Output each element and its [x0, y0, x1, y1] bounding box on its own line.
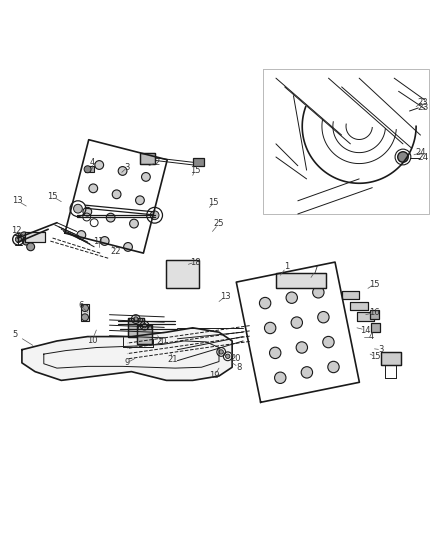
Text: 23: 23	[417, 98, 428, 107]
Circle shape	[259, 297, 271, 309]
Circle shape	[275, 372, 286, 383]
Bar	[193, 158, 204, 166]
Bar	[276, 273, 326, 288]
Bar	[276, 273, 326, 288]
Text: 8: 8	[236, 363, 241, 372]
Bar	[370, 310, 379, 319]
Text: 4: 4	[89, 158, 95, 167]
Bar	[140, 152, 155, 164]
Polygon shape	[22, 328, 232, 381]
Bar	[357, 312, 374, 321]
Bar	[350, 302, 368, 310]
Circle shape	[89, 184, 98, 193]
Text: 15: 15	[208, 198, 219, 207]
Circle shape	[118, 167, 127, 175]
Circle shape	[265, 322, 276, 334]
Circle shape	[301, 367, 313, 378]
Text: 22: 22	[111, 247, 121, 256]
Text: 23: 23	[417, 103, 428, 112]
Circle shape	[296, 342, 307, 353]
Circle shape	[150, 211, 159, 220]
Circle shape	[328, 361, 339, 373]
Text: 11: 11	[93, 237, 104, 246]
Bar	[342, 290, 359, 300]
Text: 15: 15	[370, 352, 380, 361]
Text: 3: 3	[378, 345, 384, 354]
Bar	[140, 152, 155, 164]
Circle shape	[136, 196, 145, 205]
Text: 13: 13	[12, 196, 23, 205]
Circle shape	[141, 173, 150, 181]
Bar	[25, 232, 45, 242]
Bar	[381, 352, 401, 365]
Bar	[350, 302, 368, 310]
Circle shape	[142, 324, 147, 328]
Circle shape	[286, 292, 297, 303]
Circle shape	[22, 237, 30, 245]
Text: 1: 1	[284, 262, 290, 271]
Bar	[25, 232, 45, 242]
Text: 3: 3	[124, 163, 130, 172]
Circle shape	[27, 243, 35, 251]
Circle shape	[219, 350, 223, 354]
Circle shape	[323, 336, 334, 348]
Text: 7: 7	[313, 266, 318, 276]
Text: 20: 20	[156, 337, 166, 346]
Text: 14: 14	[360, 326, 371, 335]
Circle shape	[313, 287, 324, 298]
Bar	[128, 318, 144, 337]
Circle shape	[130, 219, 138, 228]
Text: 24: 24	[417, 154, 428, 163]
Text: 20: 20	[230, 354, 241, 363]
Circle shape	[15, 236, 21, 243]
Circle shape	[83, 207, 92, 216]
Text: 19: 19	[209, 370, 220, 379]
Circle shape	[106, 213, 115, 222]
Text: 4: 4	[369, 332, 374, 341]
Circle shape	[100, 237, 109, 245]
Bar	[166, 260, 199, 288]
Bar	[81, 304, 89, 321]
Text: 10: 10	[87, 336, 97, 345]
Text: 12: 12	[11, 225, 22, 235]
Circle shape	[95, 160, 104, 169]
Text: 2: 2	[154, 158, 159, 167]
Text: 15: 15	[190, 166, 200, 175]
Circle shape	[77, 231, 86, 239]
Circle shape	[226, 354, 230, 359]
Circle shape	[84, 166, 91, 173]
Circle shape	[398, 152, 408, 162]
Bar	[128, 318, 144, 337]
Text: 25: 25	[214, 219, 224, 228]
Bar	[342, 290, 359, 300]
Bar	[381, 352, 401, 365]
Circle shape	[20, 232, 28, 240]
Text: 21: 21	[168, 355, 178, 364]
Text: 15: 15	[369, 279, 380, 288]
Text: 15: 15	[47, 192, 58, 201]
Text: 5: 5	[13, 330, 18, 339]
Bar	[371, 324, 380, 332]
Text: 6: 6	[78, 302, 84, 310]
Bar	[137, 325, 152, 344]
Circle shape	[124, 243, 132, 252]
Circle shape	[269, 347, 281, 359]
Circle shape	[81, 314, 88, 321]
Bar	[357, 312, 374, 321]
Circle shape	[291, 317, 303, 328]
Circle shape	[134, 317, 138, 321]
Circle shape	[112, 190, 121, 199]
Bar	[85, 166, 94, 172]
Text: 13: 13	[220, 292, 231, 301]
Circle shape	[74, 204, 82, 213]
Text: 16: 16	[369, 308, 380, 317]
Text: 18: 18	[190, 257, 200, 266]
Circle shape	[81, 304, 88, 312]
Text: 9: 9	[124, 358, 130, 367]
Bar	[166, 260, 199, 288]
Circle shape	[318, 311, 329, 323]
Bar	[137, 325, 152, 344]
Text: 24: 24	[415, 148, 426, 157]
